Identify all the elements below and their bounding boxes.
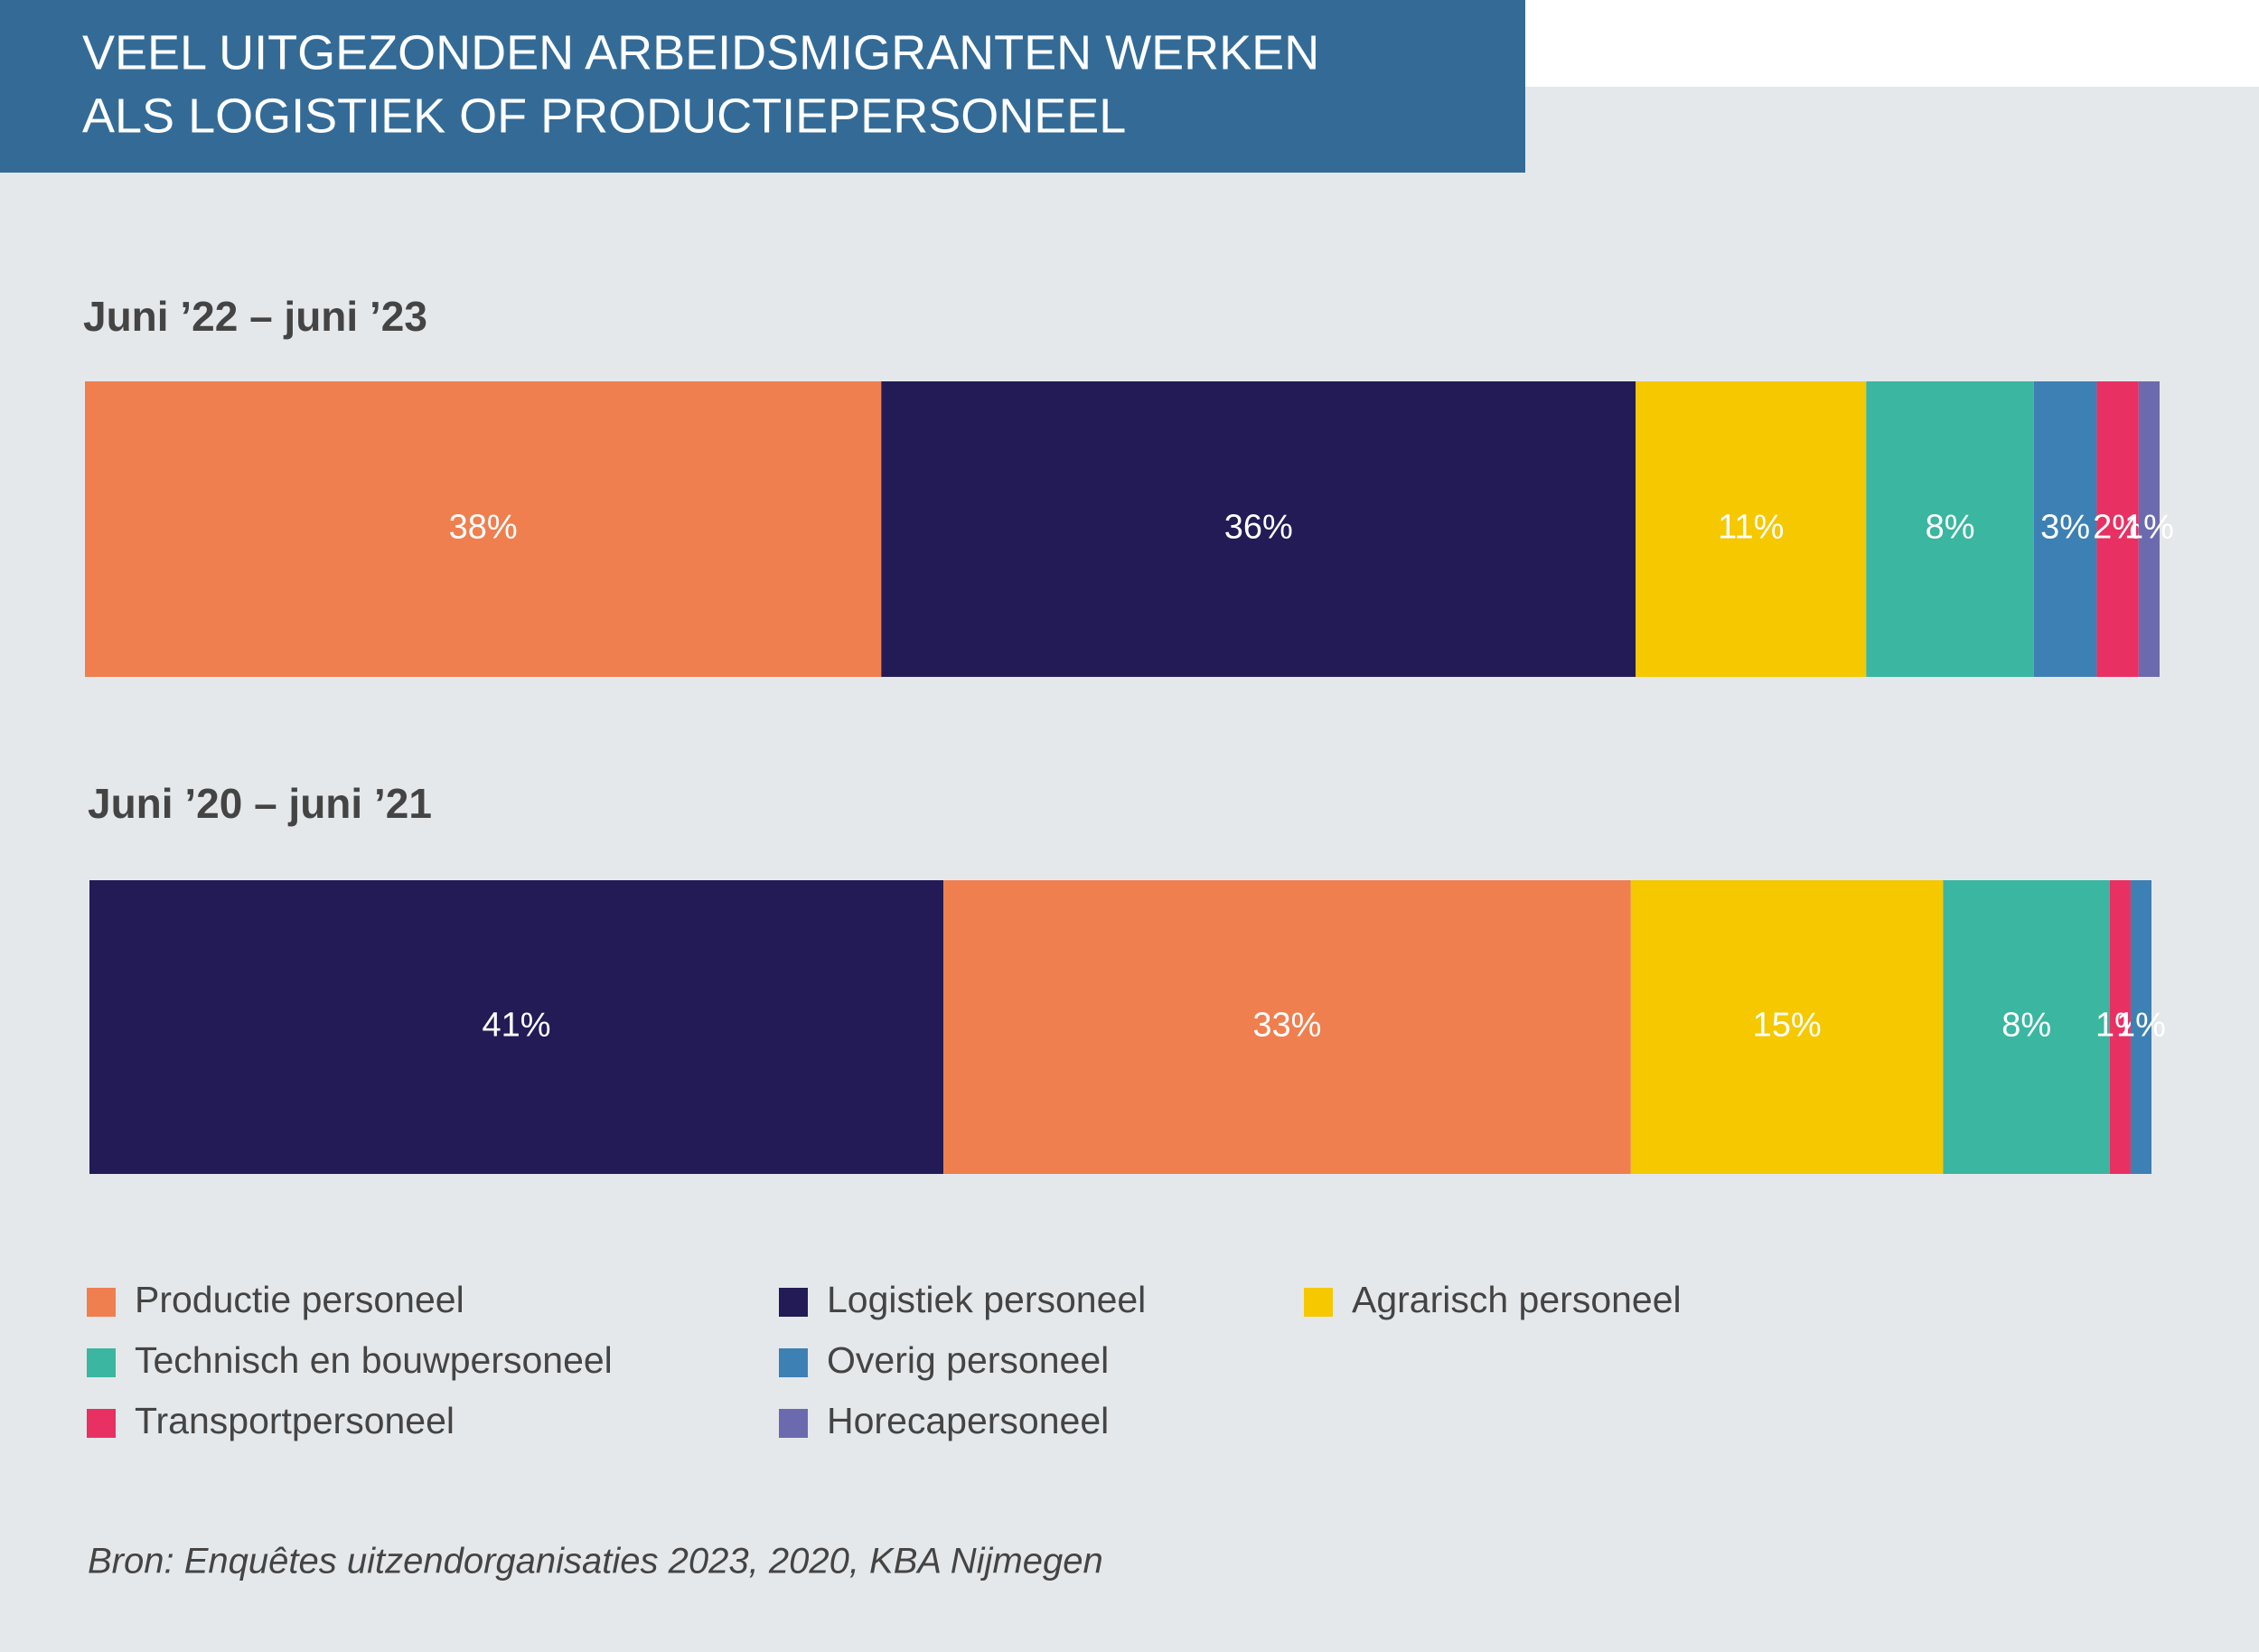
value-label: 3%: [2040, 509, 2090, 547]
title-line: VEEL UITGEZONDEN ARBEIDSMIGRANTEN WERKEN: [82, 25, 1319, 80]
value-label: 1%: [2116, 1007, 2166, 1045]
value-label: 33%: [1252, 1007, 1321, 1045]
bar-segment: [2109, 880, 2131, 1174]
bar-segment: [943, 880, 1631, 1174]
legend-swatch: [779, 1348, 808, 1377]
bar-segment: [881, 381, 1636, 677]
legend-label: Agrarisch personeel: [1352, 1279, 1682, 1320]
value-label: 36%: [1224, 509, 1293, 547]
legend-label: Logistiek personeel: [827, 1279, 1146, 1320]
legend-swatch: [1304, 1288, 1333, 1317]
value-label: 41%: [483, 1007, 551, 1045]
value-label: 38%: [449, 509, 518, 547]
title-box: [0, 0, 1525, 173]
value-label: 1%: [2124, 509, 2174, 547]
legend-swatch: [87, 1409, 116, 1438]
title-line: ALS LOGISTIEK OF PRODUCTIEPERSONEEL: [82, 89, 1126, 143]
value-label: 11%: [1718, 509, 1784, 547]
bar-segment: [1866, 381, 2034, 677]
legend-swatch: [779, 1409, 808, 1438]
bar-title: Juni ’22 – juni ’23: [83, 293, 427, 340]
value-label: 8%: [1926, 509, 1975, 547]
value-label: 8%: [2001, 1007, 2051, 1045]
value-label: 2%: [2093, 509, 2142, 547]
legend-label: Transportpersoneel: [135, 1400, 455, 1441]
bar-segment: [89, 880, 944, 1174]
bar-segment: [1636, 381, 1867, 677]
legend-label: Productie personeel: [135, 1279, 464, 1320]
value-label: 15%: [1753, 1007, 1822, 1045]
bar-segment: [2138, 381, 2160, 677]
legend-label: Horecapersoneel: [827, 1400, 1109, 1441]
bar-segment: [2033, 381, 2097, 677]
bar-title: Juni ’20 – juni ’21: [88, 780, 432, 827]
legend-label: Technisch en bouwpersoneel: [135, 1339, 613, 1381]
legend-swatch: [87, 1348, 116, 1377]
bar-segment: [2096, 381, 2139, 677]
legend-swatch: [87, 1288, 116, 1317]
bar-segment: [2130, 880, 2151, 1174]
bar-segment: [85, 381, 882, 677]
source-note: Bron: Enquêtes uitzendorganisaties 2023,…: [88, 1542, 1103, 1582]
bar-segment: [1630, 880, 1944, 1174]
bar-segment: [1943, 880, 2110, 1174]
legend-swatch: [779, 1288, 808, 1317]
legend-label: Overig personeel: [827, 1339, 1109, 1381]
